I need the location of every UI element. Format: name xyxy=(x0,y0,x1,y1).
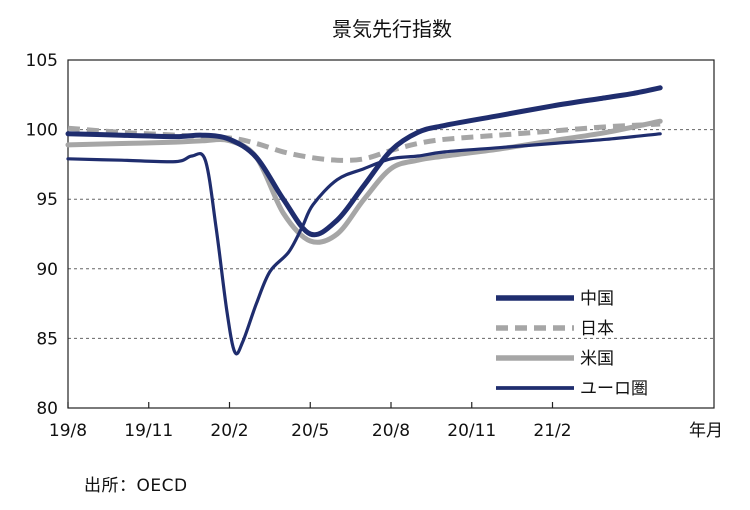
legend-label: 米国 xyxy=(580,349,614,369)
series-line-中国 xyxy=(65,85,663,238)
chart-title: 景気先行指数 xyxy=(332,17,452,41)
series-lines xyxy=(65,85,663,356)
y-tick-label: 105 xyxy=(26,51,58,71)
y-tick-label: 100 xyxy=(26,121,58,141)
x-tick-label: 20/8 xyxy=(372,421,410,441)
y-tick-label: 90 xyxy=(36,260,58,280)
x-axis-label: 年月 xyxy=(689,421,723,441)
y-tick-label: 80 xyxy=(36,399,58,419)
legend-label: 中国 xyxy=(580,289,614,309)
x-tick-label: 21/2 xyxy=(533,421,571,441)
x-tick-label: 20/5 xyxy=(291,421,329,441)
series-line-ユーロ圏 xyxy=(66,132,662,356)
x-tick-label: 20/11 xyxy=(447,421,496,441)
x-tick-label: 20/2 xyxy=(210,421,248,441)
axes: 80 85 90 95 100 105 19/8 19/11 20/2 20/5 20/8 20/11… xyxy=(26,51,723,441)
x-tick-label: 19/8 xyxy=(49,421,87,441)
legend-label: ユーロ圏 xyxy=(580,379,648,399)
legend-label: 日本 xyxy=(580,319,614,339)
x-tick-label: 19/11 xyxy=(124,421,173,441)
y-tick-label: 85 xyxy=(36,329,58,349)
source-note: 出所：OECD xyxy=(84,476,188,496)
y-tick-label: 95 xyxy=(36,190,58,210)
plot-frame xyxy=(67,59,715,409)
